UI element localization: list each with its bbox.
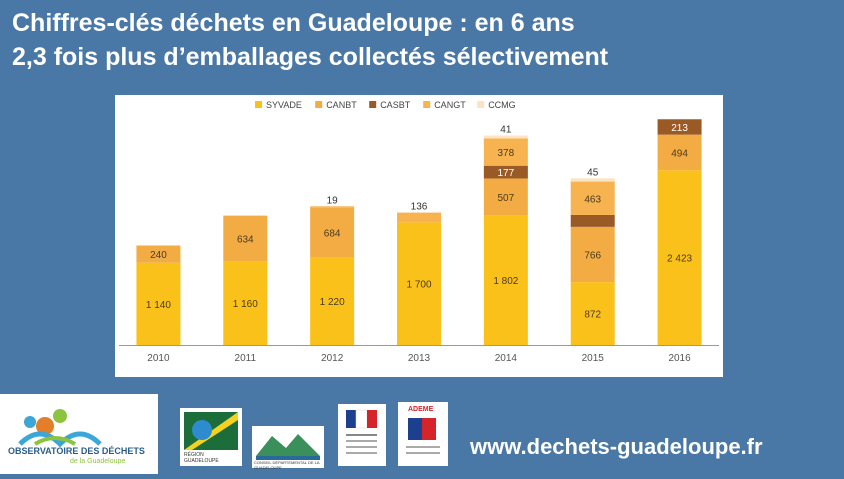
bar-canbt-2011 — [223, 215, 268, 262]
x-tick-label-2012: 2012 — [321, 353, 344, 364]
data-label-syvade-2014: 1 802 — [493, 276, 518, 287]
departement-name: CONSEIL DÉPARTEMENTAL DE LA GUADELOUPE — [254, 460, 320, 470]
legend-swatch-casbt — [369, 101, 377, 108]
ademe-emblem-icon — [406, 418, 440, 454]
bar-canbt-2014 — [483, 178, 528, 216]
page-title: Chiffres-clés déchets en Guadeloupe : en… — [12, 6, 832, 74]
region-logo: RÉGION GUADELOUPE — [180, 408, 242, 466]
bar-cangt-2014 — [483, 138, 528, 166]
bar-canbt-2015 — [570, 226, 615, 283]
data-label-canbt-2015: 766 — [584, 250, 601, 261]
title-line-2: 2,3 fois plus d’emballages collectés sél… — [12, 43, 609, 71]
data-label-cangt-2014: 378 — [498, 148, 515, 159]
stacked-bar-chart: SYVADE CANBT CASBT CANGT CCMG 1 140 240 2010 1 1… — [119, 100, 719, 364]
x-tick-label-2011: 2011 — [235, 353, 257, 364]
data-label-cangt-2015: 463 — [584, 194, 601, 205]
x-tick-label-2010: 2010 — [147, 353, 170, 364]
bar-casbt-2015 — [570, 214, 615, 227]
x-tick-label-2015: 2015 — [582, 353, 605, 364]
data-label-canbt-2014: 507 — [498, 193, 515, 204]
data-label-syvade-2016: 2 423 — [667, 254, 692, 265]
data-label-ccmg-2014: 41 — [500, 124, 512, 135]
bar-cangt-2013 — [397, 212, 441, 223]
departement-emblem-icon — [256, 434, 320, 460]
legend-swatch-cangt — [423, 101, 431, 108]
data-label-syvade-2011: 1 160 — [233, 299, 258, 310]
bar-syvade-2012 — [310, 257, 355, 345]
data-label-canbt-2016: 494 — [671, 148, 688, 159]
marianne-flag-icon — [346, 409, 377, 454]
legend-swatch-syvade — [255, 101, 262, 108]
bar-ccmg-2014 — [483, 135, 528, 139]
bar-canbt-2016 — [657, 134, 702, 171]
data-label-syvade-2015: 872 — [584, 310, 601, 321]
bar-casbt-2016 — [657, 119, 702, 135]
bar-syvade-2015 — [570, 282, 615, 345]
bar-canbt-2012 — [310, 207, 355, 258]
x-tick-label-2013: 2013 — [408, 353, 431, 364]
bar-syvade-2010 — [136, 262, 181, 345]
republique-logo — [338, 404, 386, 466]
recycling-figures-icon — [18, 409, 102, 448]
data-label-casbt-2016: 213 — [671, 123, 688, 134]
bar-ccmg-2015 — [570, 178, 615, 182]
data-label-ccmg-2015: 45 — [587, 167, 599, 178]
ademe-logo: ADEME — [398, 402, 448, 466]
departement-logo: CONSEIL DÉPARTEMENTAL DE LA GUADELOUPE — [252, 426, 324, 470]
bar-cangt-2012 — [310, 206, 355, 208]
data-label-syvade-2010: 1 140 — [146, 300, 171, 311]
x-tick-label-2014: 2014 — [495, 353, 518, 364]
title-line-1: Chiffres-clés déchets en Guadeloupe : en… — [12, 9, 575, 37]
data-label-syvade-2012: 1 220 — [320, 297, 345, 308]
x-tick-label-2016: 2016 — [668, 353, 691, 364]
region-name: RÉGION GUADELOUPE — [184, 452, 219, 464]
data-label-canbt-2012: 684 — [324, 228, 341, 239]
region-emblem-icon — [184, 412, 238, 450]
data-label-casbt-2014: 177 — [498, 168, 515, 179]
data-label-syvade-2013: 1 700 — [406, 280, 431, 291]
legend-label-casbt: CASBT — [380, 100, 411, 110]
bar-canbt-2010 — [136, 245, 181, 263]
data-label-cangt-2012: 19 — [327, 195, 339, 206]
bar-casbt-2014 — [483, 165, 528, 179]
legend-label-syvade: SYVADE — [266, 100, 302, 110]
chart-panel: SYVADE CANBT CASBT CANGT CCMG 1 140 240 2010 1 1… — [115, 95, 723, 377]
data-label-canbt-2010: 240 — [150, 250, 167, 261]
legend-label-ccmg: CCMG — [488, 100, 516, 110]
observatoire-subtitle: de la Guadeloupe — [70, 458, 126, 465]
website-url[interactable]: www.dechets-guadeloupe.fr — [470, 434, 763, 459]
legend-label-canbt: CANBT — [326, 100, 357, 110]
bar-syvade-2013 — [397, 222, 441, 345]
data-label-canbt-2011: 634 — [237, 234, 254, 245]
legend-swatch-canbt — [315, 101, 323, 108]
logo-strip: OBSERVATOIRE DES DÉCHETS de la Guadeloup… — [0, 390, 844, 474]
bar-cangt-2015 — [570, 181, 615, 215]
observatoire-name: OBSERVATOIRE DES DÉCHETS — [8, 446, 145, 456]
legend-swatch-ccmg — [477, 101, 485, 108]
bar-syvade-2016 — [657, 170, 702, 345]
observatoire-logo: OBSERVATOIRE DES DÉCHETS de la Guadeloup… — [0, 394, 158, 474]
bar-syvade-2014 — [483, 215, 528, 345]
bar-syvade-2011 — [223, 261, 268, 345]
legend-label-cangt: CANGT — [434, 100, 466, 110]
ademe-name: ADEME — [408, 406, 434, 413]
data-label-cangt-2013: 136 — [411, 202, 428, 213]
